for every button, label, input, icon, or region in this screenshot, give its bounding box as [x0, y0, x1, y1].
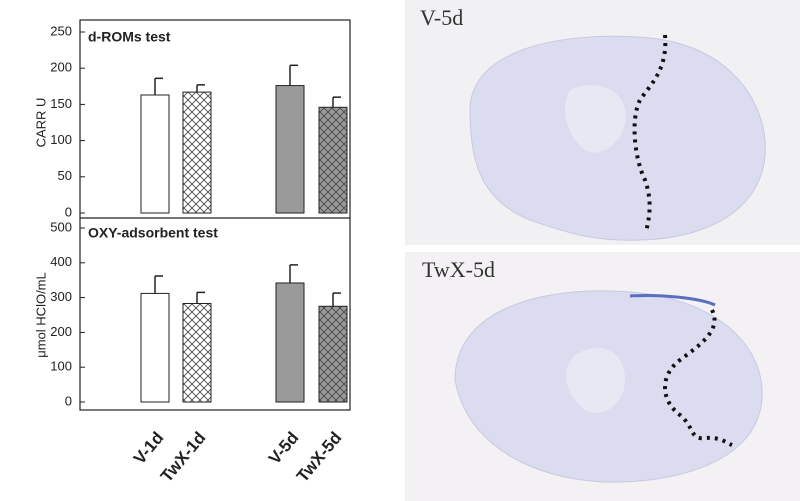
- bar: [182, 303, 212, 403]
- x-tick-label: TwX-5d: [293, 428, 346, 486]
- chart-frame: [79, 19, 351, 411]
- y-tick-label: 100: [50, 132, 72, 147]
- y-tick-label: 200: [50, 324, 72, 339]
- image-label: TwX-5d: [422, 257, 495, 282]
- y-tick-label: 0: [65, 204, 72, 219]
- bar: [275, 85, 305, 214]
- brain-section-top: [405, 0, 800, 245]
- image-label: V-5d: [420, 5, 463, 30]
- chart-title: d-ROMs test: [88, 29, 171, 45]
- y-tick-label: 300: [50, 289, 72, 304]
- y-tick-label: 200: [50, 60, 72, 75]
- y-tick-label: 250: [50, 23, 72, 38]
- chart-title: OXY-adsorbent test: [88, 225, 218, 241]
- x-tick-label: V-1d: [130, 428, 168, 468]
- y-tick-label: 100: [50, 359, 72, 374]
- y-tick-label: 500: [50, 219, 72, 234]
- bar: [318, 106, 348, 214]
- brain-section-bottom: [405, 252, 800, 501]
- y-axis-label: μmol HClO/mL: [33, 272, 48, 358]
- x-tick-label: TwX-1d: [157, 428, 210, 486]
- y-axis-label: CARR U: [33, 98, 48, 148]
- bar: [140, 94, 170, 214]
- y-tick-label: 0: [65, 393, 72, 408]
- x-tick-label: V-5d: [265, 428, 303, 468]
- bar: [140, 292, 170, 403]
- bar: [318, 305, 348, 403]
- y-tick-label: 150: [50, 96, 72, 111]
- bar: [182, 91, 212, 214]
- y-tick-label: 50: [58, 168, 72, 183]
- bar: [275, 282, 305, 403]
- y-tick-label: 400: [50, 254, 72, 269]
